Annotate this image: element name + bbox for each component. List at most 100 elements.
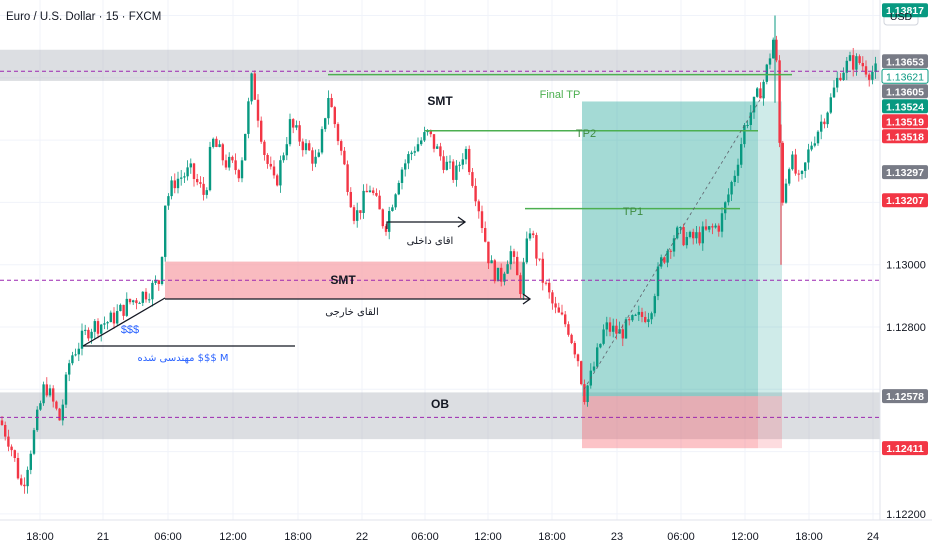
engineered-label: مهندسی شده $$$ M — [137, 353, 228, 364]
candle-body — [279, 160, 282, 186]
candle-body — [640, 311, 644, 317]
candle-body — [743, 125, 746, 145]
price-tag-label: 1.13621 — [886, 71, 924, 83]
candle-body — [583, 384, 586, 403]
candle-body — [128, 298, 132, 303]
candle-body — [413, 151, 416, 153]
candle-body — [573, 343, 576, 355]
smt-top-label: SMT — [427, 94, 453, 108]
x-tick-label: 23 — [611, 531, 623, 543]
candle-body — [7, 436, 10, 447]
candle-body — [368, 190, 372, 193]
candle-body — [772, 39, 775, 59]
candle-body — [759, 88, 762, 99]
candle-body — [378, 195, 381, 210]
candle-body — [410, 152, 413, 155]
candle-body — [810, 145, 813, 150]
candle-body — [512, 251, 516, 257]
candle-body — [138, 302, 141, 304]
candle-body — [698, 232, 701, 244]
candle-body — [749, 112, 752, 125]
candle-body — [263, 141, 266, 155]
smt-top-zone — [0, 49, 880, 81]
candle-body — [612, 325, 615, 332]
price-tag: 1.13519 — [882, 114, 928, 129]
candle-body — [356, 210, 359, 221]
candle-body — [474, 185, 477, 202]
candle-body — [756, 88, 759, 97]
candle-body — [845, 60, 848, 73]
candle-body — [605, 322, 608, 330]
smt-mid-label: SMT — [330, 273, 356, 287]
candle-body — [64, 374, 68, 405]
x-tick-label: 12:00 — [474, 531, 502, 543]
candle-body — [448, 161, 452, 163]
candle-body — [346, 164, 349, 192]
candle-body — [621, 329, 624, 339]
candle-body — [724, 202, 727, 214]
candle-body — [717, 225, 720, 232]
candle-body — [503, 273, 506, 282]
candle-body — [701, 226, 704, 244]
candle-body — [288, 119, 292, 145]
candle-body — [781, 142, 784, 203]
price-tag-label: 1.12578 — [886, 391, 924, 403]
candle-body — [55, 401, 58, 409]
candle-body — [506, 264, 509, 274]
candle-body — [800, 170, 804, 174]
candle-body — [90, 331, 93, 339]
candle-body — [797, 173, 800, 175]
candle-body — [586, 385, 589, 403]
currency-label[interactable]: USD — [890, 11, 913, 23]
candle-body — [471, 172, 474, 186]
candle-body — [791, 154, 794, 170]
price-tag-label: 1.13817 — [886, 5, 924, 17]
candle-body — [708, 226, 711, 230]
ob-zone — [0, 392, 880, 440]
price-tag-label: 1.13524 — [886, 101, 924, 113]
candle-body — [29, 453, 32, 470]
candle-body — [343, 150, 346, 165]
x-tick-label: 06:00 — [154, 531, 182, 543]
candle-body — [644, 316, 647, 322]
candle-body — [269, 163, 272, 167]
candle-body — [752, 96, 756, 113]
candle-body — [442, 156, 445, 170]
candle-body — [839, 77, 842, 81]
profit-zone — [582, 101, 758, 397]
candle-body — [784, 183, 788, 203]
candle-body — [173, 180, 176, 189]
candle-body — [96, 321, 100, 334]
candle-body — [77, 348, 80, 355]
candle-body — [836, 77, 839, 88]
candle-body — [154, 280, 157, 283]
candle-body — [775, 39, 778, 61]
candle-body — [432, 134, 436, 149]
candle-body — [663, 257, 666, 263]
candle-body — [208, 146, 212, 191]
candle-body — [26, 469, 29, 487]
candle-body — [295, 125, 298, 128]
candle-body — [861, 62, 864, 67]
price-tag: 1.12411 — [882, 441, 928, 456]
candle-body — [487, 241, 490, 264]
candle-body — [272, 166, 276, 176]
x-tick-label: 21 — [97, 531, 109, 543]
candle-body — [656, 266, 660, 297]
candle-body — [496, 267, 500, 282]
loss-zone-ext — [758, 396, 782, 449]
candle-body — [125, 298, 128, 316]
candle-body — [736, 164, 740, 176]
candle-body — [567, 324, 570, 335]
candle-body — [480, 211, 484, 229]
candle-body — [599, 343, 602, 348]
candle-body — [372, 190, 375, 194]
candle-body — [727, 194, 730, 203]
bottom-axis[interactable]: 18:00 21 06:00 12:00 18:00 22 06:00 12:00 18:00 2… — [26, 531, 879, 543]
candle-body — [516, 256, 519, 276]
candle-body — [221, 144, 224, 161]
candle-body — [112, 312, 116, 324]
